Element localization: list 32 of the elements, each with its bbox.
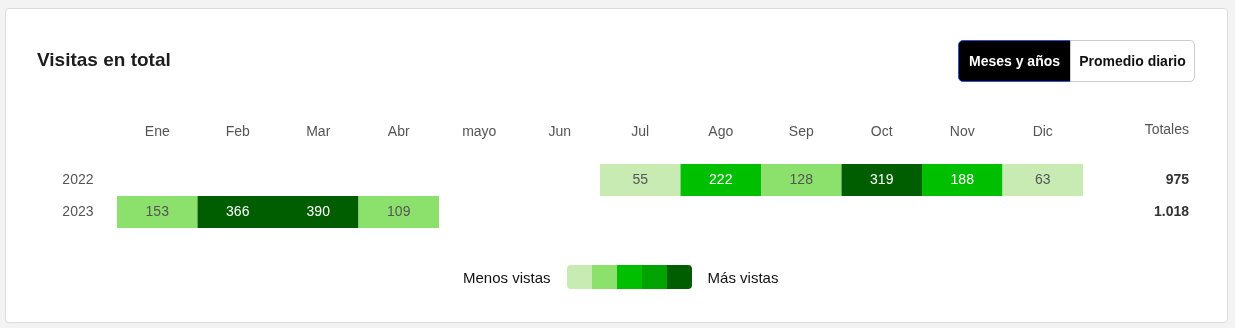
- toggle-button: Meses y años: [958, 40, 1071, 82]
- x-tick-label: Abr: [387, 122, 410, 139]
- x-tick-label: Sep: [788, 122, 814, 139]
- data-label: 222: [709, 171, 733, 187]
- data-label: 188: [950, 171, 975, 187]
- text: Menos vistas: [463, 268, 551, 286]
- x-tick-label: Jul: [631, 122, 650, 139]
- x-tick-label: Jun: [548, 122, 572, 139]
- x-tick-label: Ago: [708, 122, 734, 139]
- x-tick-label: Dic: [1032, 122, 1053, 139]
- chart-title: Visitas en total: [37, 49, 171, 71]
- x-tick-label: Nov: [949, 122, 975, 139]
- y2-tick-label: 1.018: [1153, 203, 1190, 219]
- x-tick-label: mayo: [462, 122, 497, 139]
- y-tick-label: 2023: [62, 203, 94, 219]
- x-tick-label: Oct: [870, 122, 893, 139]
- y2-tick-label: 975: [1165, 171, 1190, 187]
- y2-axis-title: Totales: [1144, 121, 1189, 137]
- x-tick-label: Feb: [225, 122, 251, 139]
- data-label: 128: [789, 171, 814, 187]
- data-label: 55: [632, 171, 649, 187]
- toggle-button: Promedio diario: [1070, 40, 1195, 82]
- data-label: 366: [226, 203, 250, 219]
- data-label: 63: [1034, 171, 1051, 187]
- data-label: 153: [145, 203, 170, 219]
- text: Más vistas: [707, 268, 779, 286]
- x-tick-label: Ene: [144, 122, 170, 139]
- y-tick-label: 2022: [62, 171, 94, 187]
- data-label: 109: [387, 203, 411, 219]
- data-label: 390: [306, 203, 331, 219]
- data-label: 319: [870, 171, 894, 187]
- x-tick-label: Mar: [306, 122, 331, 139]
